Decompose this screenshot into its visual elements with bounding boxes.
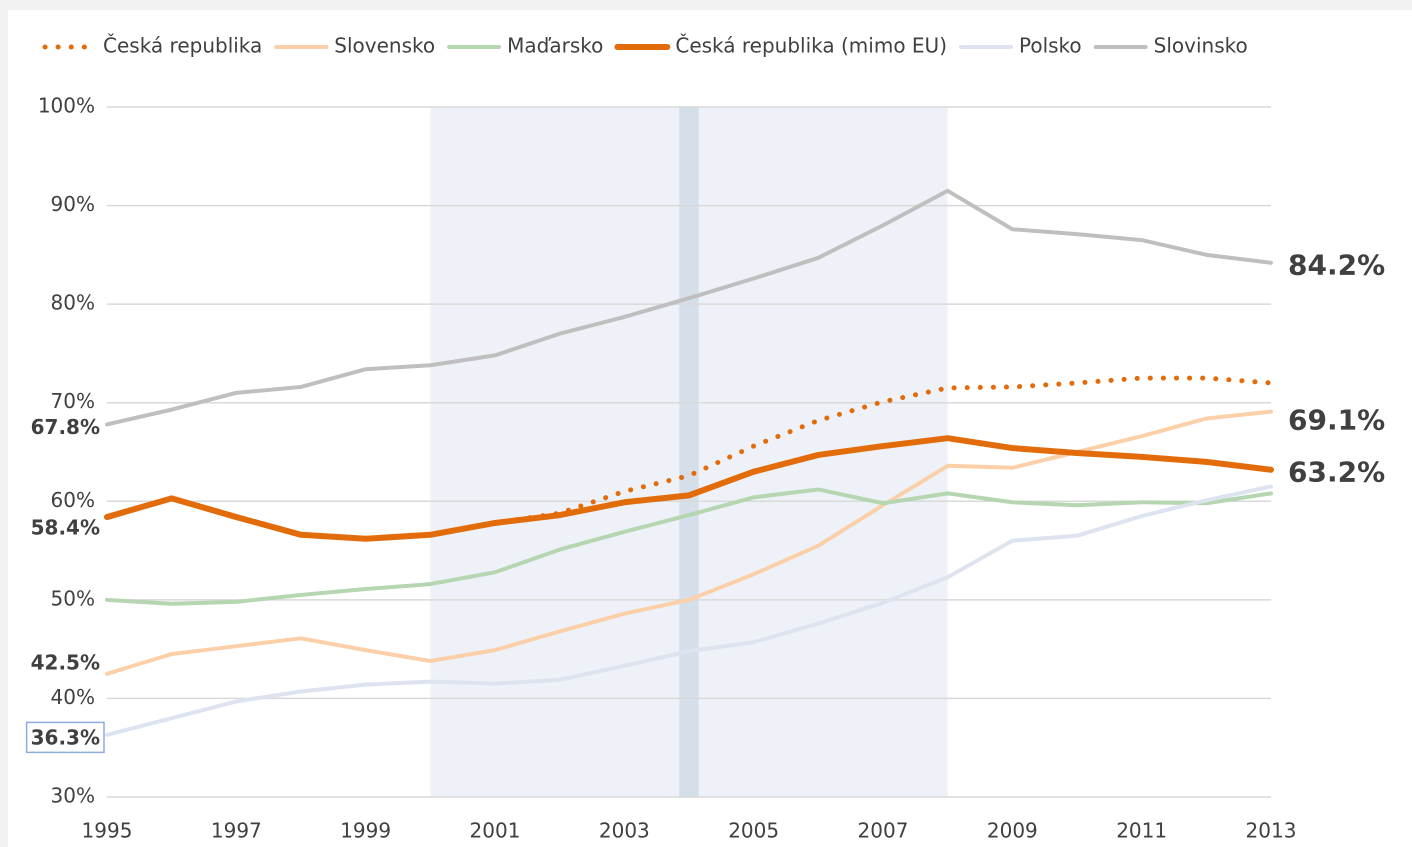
x-tick-label: 2001 (470, 819, 521, 843)
x-tick-label: 1999 (340, 819, 391, 843)
y-tick-label: 100% (38, 94, 95, 118)
shaded-region (679, 107, 699, 797)
series-line (105, 484, 1273, 737)
y-tick-label: 70% (51, 389, 95, 413)
data-label: 63.2% (1288, 456, 1385, 489)
x-tick-label: 2003 (599, 819, 650, 843)
data-label: 69.1% (1288, 404, 1385, 437)
series-line (105, 487, 1273, 606)
legend-label: Slovinsko (1154, 34, 1248, 58)
y-tick-label: 60% (51, 488, 95, 512)
data-label: 84.2% (1288, 249, 1385, 282)
legend-label: Česká republika (mimo EU) (675, 34, 947, 58)
data-label-box (25, 721, 105, 754)
x-tick-label: 1995 (82, 819, 133, 843)
data-label: 58.4% (31, 516, 100, 540)
x-tick-label: 2013 (1246, 819, 1297, 843)
y-tick-label: 30% (51, 784, 95, 808)
x-tick-label: 1997 (211, 819, 262, 843)
legend-label: Slovensko (334, 34, 435, 58)
y-tick-label: 80% (51, 291, 95, 315)
x-tick-label: 2009 (987, 819, 1038, 843)
legend-label: Maďarsko (507, 34, 603, 58)
y-tick-label: 90% (51, 192, 95, 216)
data-label: 36.3% (31, 725, 100, 749)
x-tick-label: 2011 (1116, 819, 1167, 843)
series-line (105, 188, 1273, 427)
legend-label: Česká republika (103, 34, 262, 58)
x-tick-label: 2007 (858, 819, 909, 843)
legend-label: Polsko (1019, 34, 1082, 58)
y-tick-label: 50% (51, 586, 95, 610)
x-tick-label: 2005 (728, 819, 779, 843)
series-line (104, 435, 1274, 542)
data-label: 42.5% (31, 650, 100, 674)
data-label: 67.8% (31, 415, 100, 439)
y-tick-label: 40% (51, 685, 95, 709)
